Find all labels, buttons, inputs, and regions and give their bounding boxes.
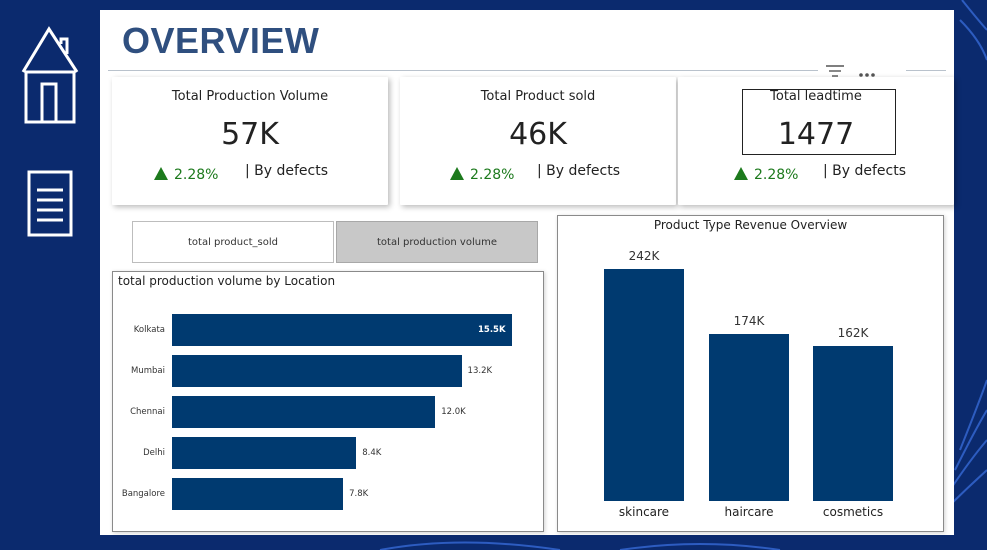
- kpi-value: 46K: [509, 117, 567, 152]
- toggle-total-product-sold-button[interactable]: total product_sold: [132, 221, 334, 263]
- revenue-value-label: 162K: [837, 325, 869, 340]
- revenue-value-label: 242K: [628, 249, 660, 263]
- chart-title: total production volume by Location: [118, 274, 336, 288]
- location-bar[interactable]: [172, 355, 462, 387]
- location-bar[interactable]: [172, 478, 344, 510]
- kpi-change-value: 2.28%: [470, 167, 515, 183]
- title-divider: [108, 70, 946, 71]
- kpi-label: Total Production Volume: [171, 89, 329, 104]
- location-bar[interactable]: [172, 314, 512, 346]
- location-bar[interactable]: [172, 396, 436, 428]
- page-title: OVERVIEW: [122, 20, 320, 61]
- revenue-bar[interactable]: [604, 269, 684, 501]
- location-label: Bangalore: [121, 489, 165, 499]
- up-arrow-icon: [734, 167, 748, 180]
- kpi-label: Total leadtime: [770, 89, 862, 104]
- kpi-value: 1477: [777, 117, 855, 152]
- revenue-bar[interactable]: [709, 334, 789, 501]
- location-bar[interactable]: [172, 437, 357, 469]
- location-value-label: 15.5K: [478, 325, 506, 335]
- location-label: Mumbai: [131, 366, 165, 376]
- kpi-note: | By defects: [537, 163, 621, 179]
- kpi-change: 2.28%: [734, 167, 798, 183]
- chart-title: Product Type Revenue Overview: [653, 218, 848, 232]
- revenue-value-label: 174K: [733, 314, 765, 329]
- more-options-icon[interactable]: [858, 63, 876, 82]
- location-label: Delhi: [143, 448, 165, 458]
- up-arrow-icon: [154, 167, 168, 180]
- kpi-change: 2.28%: [450, 167, 514, 183]
- document-icon[interactable]: [27, 170, 75, 238]
- location-label: Kolkata: [133, 325, 165, 335]
- kpi-card-production-volume[interactable]: Total Production Volume 57K 2.28% | By d…: [112, 77, 388, 205]
- product-type-revenue-chart[interactable]: Product Type Revenue Overview 242K skinca…: [557, 215, 944, 532]
- revenue-bar[interactable]: [813, 345, 893, 501]
- kpi-change: 2.28%: [154, 167, 218, 183]
- kpi-label: Total Product sold: [480, 89, 596, 104]
- revenue-category-label: skincare: [618, 505, 670, 519]
- kpi-note: | By defects: [823, 163, 907, 179]
- kpi-note: | By defects: [245, 163, 329, 179]
- revenue-category-label: haircare: [724, 505, 774, 519]
- home-icon[interactable]: [20, 24, 80, 126]
- revenue-category-label: cosmetics: [822, 505, 884, 519]
- location-label: Chennai: [130, 407, 165, 417]
- kpi-card-leadtime[interactable]: Total leadtime 1477 2.28% | By defects: [678, 77, 954, 205]
- kpi-change-value: 2.28%: [754, 167, 799, 183]
- location-value-label: 13.2K: [467, 366, 493, 376]
- location-value-label: 7.8K: [349, 489, 369, 499]
- location-value-label: 8.4K: [362, 448, 382, 458]
- location-bar-chart[interactable]: total production volume by Location Kolk…: [112, 271, 544, 532]
- location-value-label: 12.0K: [441, 407, 466, 417]
- filter-icon[interactable]: [826, 63, 844, 82]
- kpi-value: 57K: [221, 117, 279, 152]
- kpi-selection-outline: [742, 89, 896, 155]
- kpi-card-product-sold[interactable]: Total Product sold 46K 2.28% | By defect…: [400, 77, 676, 205]
- up-arrow-icon: [450, 167, 464, 180]
- report-canvas: OVERVIEW Total Production Volume 57K 2.2…: [100, 10, 954, 535]
- toggle-total-production-volume-button[interactable]: total production volume: [336, 221, 538, 263]
- kpi-change-value: 2.28%: [174, 167, 219, 183]
